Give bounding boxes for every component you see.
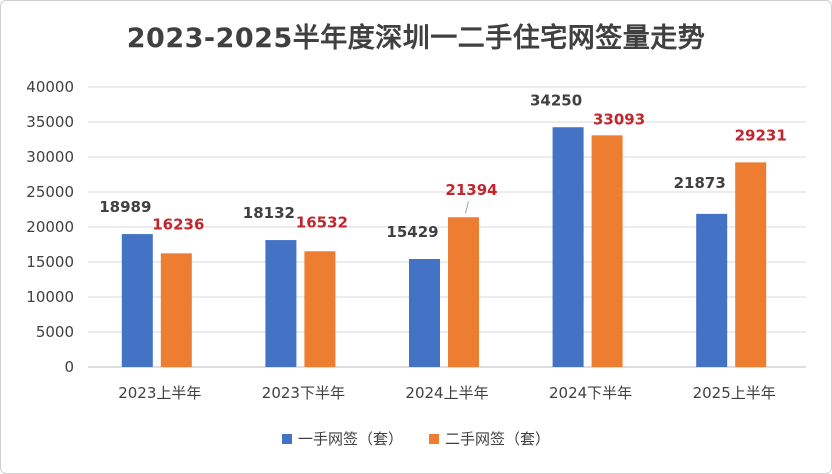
y-tick-label: 10000 bbox=[26, 288, 74, 306]
data-label-resale-2: 21394 bbox=[445, 181, 497, 199]
x-tick-label: 2025上半年 bbox=[693, 384, 776, 402]
bar-resale-3 bbox=[591, 135, 623, 367]
data-label-new-2: 15429 bbox=[386, 223, 438, 241]
bars bbox=[121, 127, 767, 367]
chart-title: 2023-2025半年度深圳一二手住宅网签量走势 bbox=[126, 23, 706, 54]
y-tick-label: 35000 bbox=[26, 113, 74, 131]
bar-new-4 bbox=[696, 213, 728, 367]
bar-resale-4 bbox=[735, 162, 767, 367]
y-tick-label: 30000 bbox=[26, 148, 74, 166]
legend-item-new-homes: 一手网签（套） bbox=[281, 428, 403, 449]
data-label-new-3: 34250 bbox=[530, 91, 582, 109]
gridlines bbox=[88, 86, 806, 368]
bar-resale-2 bbox=[448, 217, 479, 367]
data-label-new-1: 18132 bbox=[243, 204, 295, 222]
data-label-resale-0: 16236 bbox=[152, 215, 204, 233]
legend: 一手网签（套） 二手网签（套） bbox=[0, 428, 832, 449]
data-label-new-4: 21873 bbox=[674, 174, 726, 192]
bar-resale-0 bbox=[160, 253, 192, 367]
leader-line bbox=[465, 201, 469, 214]
y-tick-label: 15000 bbox=[26, 253, 74, 271]
x-tick-label: 2024下半年 bbox=[549, 384, 632, 402]
y-tick-label: 40000 bbox=[26, 78, 74, 96]
bar-new-1 bbox=[265, 240, 297, 367]
y-tick-label: 25000 bbox=[26, 183, 74, 201]
legend-label-resale-homes: 二手网签（套） bbox=[445, 430, 551, 448]
legend-swatch-new-homes bbox=[281, 433, 292, 444]
bar-resale-1 bbox=[304, 251, 336, 367]
legend-label-new-homes: 一手网签（套） bbox=[297, 430, 403, 448]
legend-item-resale-homes: 二手网签（套） bbox=[429, 428, 550, 449]
x-axis-labels: 2023上半年 2023下半年 2024上半年 2024下半年 2025上半年 bbox=[118, 384, 776, 402]
y-axis-ticks: 0 5000 10000 15000 20000 25000 30000 35000 40000 bbox=[26, 78, 74, 376]
bar-new-0 bbox=[121, 234, 153, 367]
y-tick-label: 5000 bbox=[36, 323, 74, 341]
data-label-resale-4: 29231 bbox=[735, 126, 787, 144]
legend-swatch-resale-homes bbox=[429, 433, 439, 444]
y-tick-label: 20000 bbox=[26, 218, 74, 236]
data-label-new-0: 18989 bbox=[99, 198, 151, 216]
x-tick-label: 2023下半年 bbox=[262, 384, 345, 402]
x-tick-label: 2023上半年 bbox=[118, 384, 201, 402]
y-tick-label: 0 bbox=[64, 358, 74, 376]
x-tick-label: 2024上半年 bbox=[405, 384, 488, 402]
bar-new-2 bbox=[409, 258, 440, 367]
data-label-resale-1: 16532 bbox=[296, 213, 348, 231]
data-label-resale-3: 33093 bbox=[593, 110, 645, 128]
bar-new-3 bbox=[552, 127, 584, 367]
